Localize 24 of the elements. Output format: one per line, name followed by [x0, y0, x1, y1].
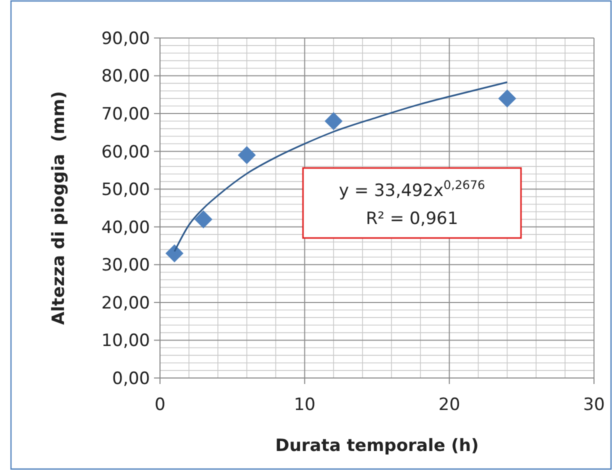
x-axis-title: Durata temporale (h) — [275, 436, 479, 456]
y-tick-label: 80,00 — [101, 66, 150, 87]
point — [165, 244, 184, 262]
y-tick-label: 30,00 — [101, 256, 150, 276]
point — [498, 89, 516, 108]
x-tick-label: 30 — [583, 395, 605, 415]
y-tick-label: 20,00 — [101, 293, 150, 314]
y-axis-title: Altezza di pioggia (mm) — [49, 91, 69, 325]
y-tick-label: 50,00 — [101, 180, 150, 200]
y-tick-label: 0,00 — [112, 368, 150, 389]
x-tick-label: 0 — [154, 395, 166, 415]
annotation: y = 33,492x$^{0,2676}$ — [338, 178, 486, 201]
annotation: R² = 0,961 — [366, 209, 458, 229]
point — [238, 146, 256, 164]
x-tick-label: 20 — [438, 395, 460, 415]
y-tick-label: 90,00 — [101, 28, 150, 49]
point — [324, 112, 343, 130]
x-tick-label: 10 — [294, 395, 316, 415]
y-tick-label: 10,00 — [101, 331, 150, 352]
y-tick-label: 60,00 — [101, 142, 150, 162]
equation-box: y = 33,492x$^{0,2676}$ R² = 0,961 — [302, 167, 522, 239]
y-tick-label: 40,00 — [101, 218, 150, 238]
point — [194, 210, 212, 228]
y-tick-label: 70,00 — [101, 104, 150, 125]
